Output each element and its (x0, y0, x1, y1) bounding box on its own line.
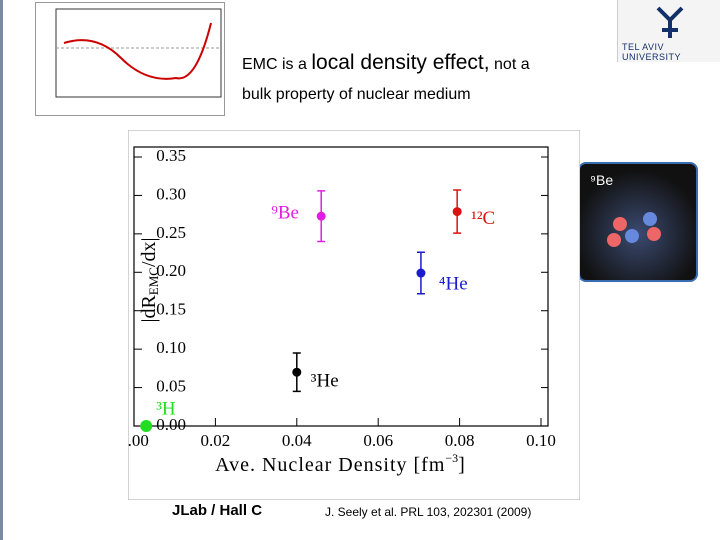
image-label: ⁹Be (590, 172, 614, 188)
logo-text: TEL AVIV UNIVERSITY (622, 42, 682, 62)
x-label-part: Ave. Nuclear Density [fm (215, 454, 445, 476)
title-part: not a (494, 56, 530, 73)
footer-left: JLab / Hall C (172, 502, 263, 519)
title-part: EMC is a (242, 56, 307, 73)
plot-frame (133, 146, 549, 427)
logo-mark (656, 6, 684, 38)
chart: |dREMC/dx| Ave. Nuclear Density [fm−3] 0… (128, 130, 580, 500)
left-border (0, 0, 3, 540)
nucleon (625, 229, 639, 243)
y-axis-label: |dREMC/dx| (138, 237, 161, 322)
thumbnail-drawing (55, 8, 222, 98)
y-label-sub: EMC (146, 267, 161, 295)
y-tick-label: 0.35 (156, 146, 186, 165)
y-label-part: |dR (138, 295, 160, 323)
x-axis-label: Ave. Nuclear Density [fm−3] (215, 451, 465, 476)
data-point (316, 211, 326, 221)
point-label: ³H (156, 398, 176, 419)
logo-emblem (656, 6, 684, 38)
x-tick-label: 0.10 (526, 431, 556, 450)
nucleus-drawing (607, 212, 661, 247)
point-label: ¹²C (471, 208, 495, 229)
thumbnail-frame (55, 8, 222, 98)
thumbnail-chart (35, 2, 225, 116)
y-tick-label: 0.10 (156, 338, 186, 357)
slide-title: EMC is a local density effect, not a bul… (242, 48, 622, 110)
footer-right: J. Seely et al. PRL 103, 202301 (2009) (325, 505, 532, 519)
x-tick-label: 0.08 (445, 431, 475, 450)
thumbnail-curve (63, 22, 212, 80)
point-label: ⁴He (439, 273, 468, 294)
nucleon (607, 233, 621, 247)
nucleon (647, 227, 661, 241)
y-tick-label: 0.05 (156, 376, 186, 395)
x-tick-label: 0.04 (282, 431, 312, 450)
data-point (140, 420, 153, 432)
y-tick-label: 0.30 (156, 184, 186, 203)
data-point (292, 367, 302, 377)
x-label-sup: −3 (445, 451, 458, 465)
point-label: ³He (311, 371, 339, 392)
x-tick-label: 0.06 (363, 431, 393, 450)
y-tick-label: 0.25 (156, 223, 186, 242)
title-emphasis: local density effect, (311, 51, 490, 74)
point-label: ⁹Be (271, 203, 299, 224)
x-label-part: ] (458, 454, 465, 476)
nucleon (643, 212, 657, 226)
data-point (416, 268, 426, 278)
x-tick-label: 0.02 (201, 431, 231, 450)
nucleon (613, 217, 627, 231)
x-tick-label: 0.00 (128, 431, 149, 450)
title-part: bulk property of nuclear medium (242, 86, 471, 103)
be-image: ⁹Be (578, 162, 698, 282)
y-tick-label: 0.15 (156, 300, 186, 319)
chart-panel (128, 130, 580, 500)
y-label-part: /dx| (138, 237, 160, 267)
logo: TEL AVIV UNIVERSITY (617, 0, 720, 62)
data-point (452, 207, 462, 217)
y-tick-label: 0.20 (156, 261, 186, 280)
y-tick-label: 0.00 (156, 415, 186, 434)
